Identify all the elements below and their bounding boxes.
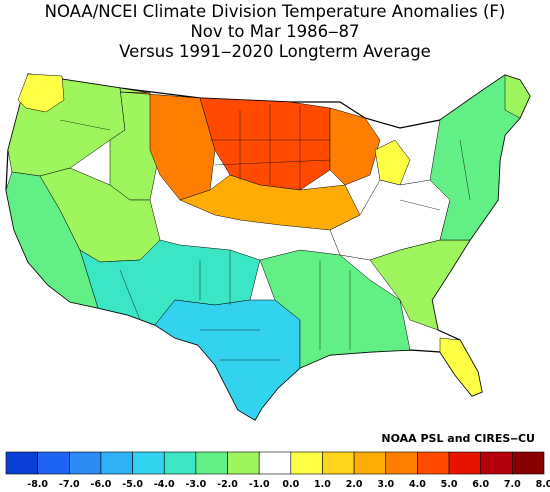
legend-swatch (68, 451, 102, 475)
legend-swatch (5, 451, 38, 475)
legend-tick-label: 5.0 (441, 479, 458, 490)
legend-tick-label: -5.0 (122, 479, 143, 490)
title-line-1: NOAA/NCEI Climate Division Temperature A… (44, 2, 506, 21)
region-washington-coast (17, 73, 65, 113)
legend-swatch (163, 451, 197, 475)
legend-swatch (132, 451, 165, 475)
region-michigan-lower (374, 139, 411, 186)
region-southeast (369, 239, 471, 331)
legend-tick-label: 8.0 (536, 479, 550, 490)
legend-tick-label: -2.0 (217, 479, 238, 490)
legend-swatch (448, 451, 482, 475)
legend-tick-label: 0.0 (282, 479, 299, 490)
legend-swatch (100, 451, 133, 475)
legend-tick-label: 6.0 (472, 479, 489, 490)
region-southwest (79, 239, 261, 326)
legend-tick-label: 3.0 (377, 479, 394, 490)
region-gulf-coast (259, 249, 411, 369)
title-line-3: Versus 1991‒2020 Longterm Average (119, 42, 431, 61)
legend-tick-label: 2.0 (346, 479, 363, 490)
legend-swatch (37, 451, 70, 475)
legend-swatch (480, 451, 513, 475)
credit-label: NOAA PSL and CIRES‒CU (381, 432, 535, 445)
legend-swatch (290, 451, 323, 475)
legend-swatch (417, 451, 450, 475)
legend-tick-label: -4.0 (154, 479, 175, 490)
legend-tick-label: -1.0 (249, 479, 270, 490)
region-maine (504, 74, 531, 119)
legend-tick-label: -8.0 (27, 479, 48, 490)
legend-tick-label: -6.0 (91, 479, 112, 490)
legend-swatch (195, 451, 228, 475)
legend-tick-label: 1.0 (314, 479, 331, 490)
region-florida-peninsula (439, 337, 483, 397)
legend-tick-label: -7.0 (59, 479, 80, 490)
title-line-2: Nov to Mar 1986‒87 (190, 22, 360, 41)
region-central-plains (179, 174, 361, 231)
legend-swatch (385, 451, 418, 475)
legend-tick-label: 4.0 (409, 479, 426, 490)
legend-tick-label: -3.0 (185, 479, 206, 490)
legend-swatch (512, 451, 545, 475)
division-lines (59, 104, 471, 361)
legend-tick-label: 7.0 (504, 479, 521, 490)
us-climate-division-map (5, 73, 531, 421)
legend-swatch (353, 451, 387, 475)
region-northeast (429, 74, 531, 241)
region-upper-midwest (329, 107, 381, 186)
legend-swatch (227, 451, 260, 475)
map-title: NOAA/NCEI Climate Division Temperature A… (0, 2, 550, 62)
legend-swatch (258, 451, 292, 475)
legend-swatch (322, 451, 355, 475)
